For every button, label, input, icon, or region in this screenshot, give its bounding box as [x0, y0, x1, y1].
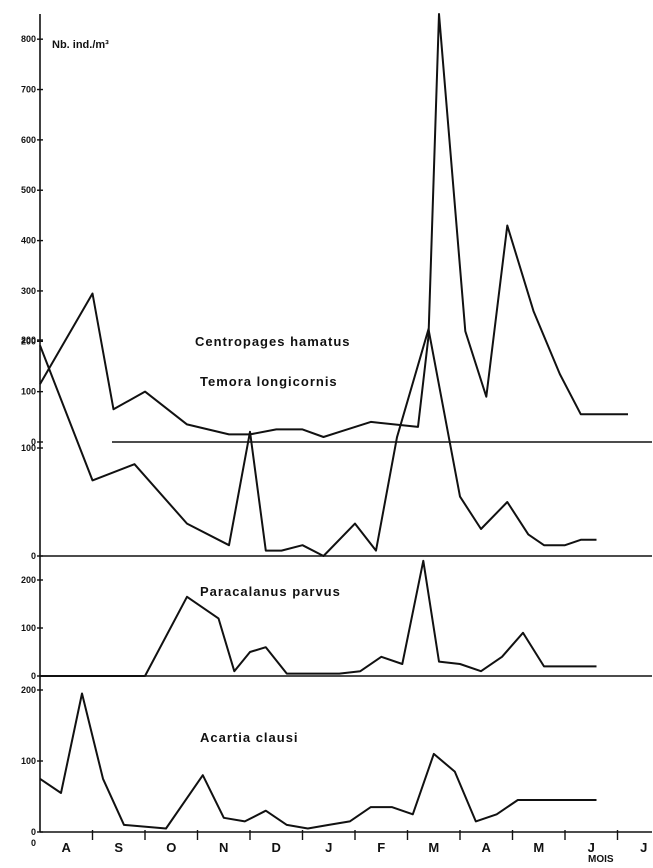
y-tick-label-1-100: 100 [21, 387, 36, 397]
series-line-1 [39, 13, 628, 438]
y-tick-label-2-100: 100 [21, 443, 36, 453]
x-axis-label: MOIS [588, 854, 614, 863]
month-label-10: M [533, 840, 544, 855]
y-tick-label-1-700: 700 [21, 85, 36, 95]
month-label-6: J [325, 840, 332, 855]
unit-label: Nb. ind./m³ [52, 39, 109, 51]
y-tick-label-1-0: 0 [31, 437, 36, 447]
month-label-2: S [114, 840, 123, 855]
series-line-2 [39, 328, 597, 557]
x-origin-label: 0 [31, 838, 36, 848]
series-label-2: Temora longicornis [200, 374, 338, 389]
series-line-4 [39, 692, 597, 830]
month-label-5: D [272, 840, 281, 855]
y-tick-label-2-200: 200 [21, 335, 36, 345]
y-tick-label-1-600: 600 [21, 135, 36, 145]
series-label-3: Paracalanus parvus [200, 584, 341, 599]
y-tick-label-2-0: 0 [31, 551, 36, 561]
y-tick-label-1-800: 800 [21, 34, 36, 44]
y-tick-label-1-400: 400 [21, 236, 36, 246]
y-tick-label-1-200: 200 [21, 336, 36, 346]
y-tick-label-1-500: 500 [21, 185, 36, 195]
series-label-4: Acartia clausi [200, 730, 299, 745]
month-label-1: A [62, 840, 72, 855]
y-tick-label-3-200: 200 [21, 575, 36, 585]
y-tick-label-3-0: 0 [31, 671, 36, 681]
month-label-12: J [640, 840, 647, 855]
y-tick-label-3-100: 100 [21, 623, 36, 633]
series-line-3 [40, 559, 597, 677]
y-tick-label-4-100: 100 [21, 756, 36, 766]
month-label-11: J [588, 840, 595, 855]
y-tick-label-4-200: 200 [21, 685, 36, 695]
month-label-8: M [428, 840, 439, 855]
month-label-3: O [166, 840, 176, 855]
month-label-7: F [377, 840, 385, 855]
series-label-1: Centropages hamatus [195, 334, 351, 349]
y-tick-label-1-300: 300 [21, 286, 36, 296]
month-label-4: N [219, 840, 228, 855]
month-label-9: A [482, 840, 492, 855]
y-tick-label-4-0: 0 [31, 827, 36, 837]
